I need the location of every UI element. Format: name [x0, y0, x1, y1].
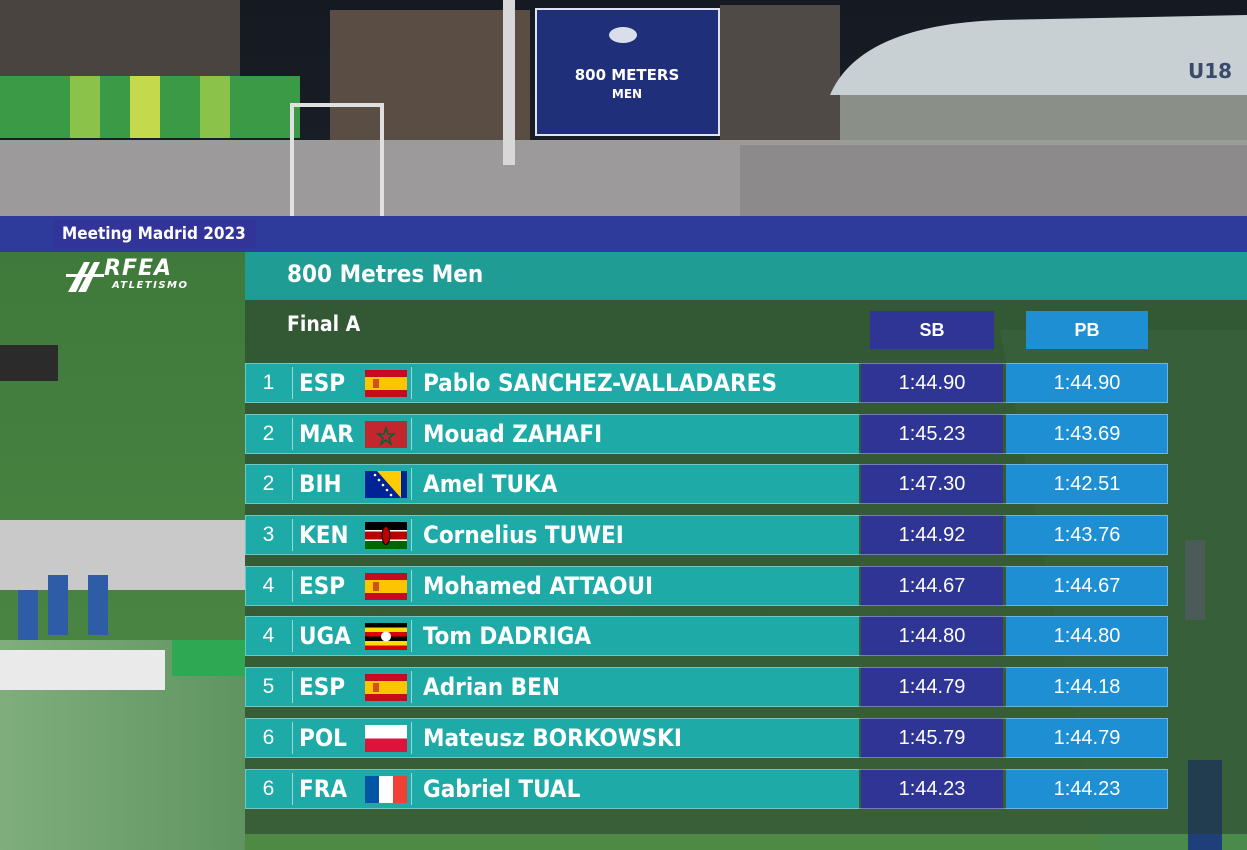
race-subtitle: Final A [287, 312, 361, 336]
rank: 6 [262, 725, 275, 749]
personal-best: 1:44.67 [1006, 565, 1168, 606]
result-row: 3 KEN Cornelius TUWEI 1:44.92 1:43.76 [245, 515, 1168, 556]
athlete-name: Pablo SANCHEZ-VALLADARES [423, 369, 777, 397]
bosnia-flag-icon [365, 471, 407, 499]
rank: 4 [262, 624, 275, 648]
personal-best: 1:44.80 [1006, 616, 1168, 657]
personal-best: 1:42.51 [1006, 464, 1168, 505]
rank: 1 [262, 371, 275, 394]
screen-line2: MEN [612, 87, 642, 101]
result-row: 2 BIH Amel TUKA 1:47.30 1:42.51 [245, 464, 1168, 505]
rank: 2 [262, 421, 275, 445]
federation-logo: RFEA ATLETISMO [66, 256, 226, 296]
rfea-logo-icon [66, 262, 104, 292]
logo-text: RFEA [104, 256, 173, 281]
result-row: 5 ESP Adrian BEN 1:44.79 1:44.18 [245, 667, 1168, 708]
season-best: 1:44.92 [861, 515, 1003, 556]
season-best: 1:44.90 [861, 363, 1003, 403]
result-row: 1 ESP Pablo SANCHEZ-VALLADARES 1:44.90 1… [245, 363, 1168, 403]
personal-best: 1:43.76 [1006, 515, 1168, 556]
spain-flag-icon [365, 674, 407, 702]
rank: 6 [262, 776, 275, 800]
season-best: 1:44.80 [861, 616, 1003, 657]
athlete-name: Amel TUKA [423, 470, 558, 499]
country-code: POL [299, 723, 347, 752]
title-bar: 800 Metres Men [245, 252, 1247, 300]
athlete-name: Cornelius TUWEI [423, 521, 624, 550]
kenya-flag-icon [365, 522, 407, 550]
athlete-name: Adrian BEN [423, 673, 560, 702]
season-best: 1:45.79 [861, 717, 1003, 758]
season-best: 1:45.23 [861, 413, 1003, 454]
logo-subtext: ATLETISMO [112, 280, 189, 291]
country-code: MAR [299, 419, 354, 448]
result-row: 2 MAR Mouad ZAHAFI 1:45.23 1:43.69 [245, 413, 1168, 454]
france-flag-icon [365, 775, 407, 803]
spain-flag-icon [365, 370, 407, 397]
poland-flag-icon [365, 724, 407, 752]
season-best: 1:44.79 [861, 667, 1003, 708]
result-row: 6 POL Mateusz BORKOWSKI 1:45.79 1:44.79 [245, 717, 1168, 758]
uganda-flag-icon [365, 623, 407, 651]
season-best: 1:47.30 [861, 464, 1003, 505]
season-best: 1:44.23 [861, 768, 1003, 809]
event-title: 800 Metres Men [287, 260, 484, 288]
country-code: ESP [299, 571, 346, 600]
athlete-name: Mouad ZAHAFI [423, 419, 603, 448]
rank: 2 [262, 472, 275, 496]
personal-best: 1:44.79 [1006, 717, 1168, 758]
athlete-name: Mohamed ATTAOUI [423, 571, 654, 600]
personal-best: 1:43.69 [1006, 413, 1168, 454]
result-row: 4 UGA Tom DADRIGA 1:44.80 1:44.80 [245, 616, 1168, 657]
pb-column-header: PB [1026, 311, 1148, 349]
morocco-flag-icon [365, 420, 407, 448]
personal-best: 1:44.90 [1006, 363, 1168, 403]
sb-column-header: SB [870, 311, 994, 349]
country-code: ESP [299, 369, 346, 397]
rank: 4 [262, 573, 275, 597]
country-code: BIH [299, 470, 342, 499]
country-code: KEN [299, 521, 349, 550]
result-row: 6 FRA Gabriel TUAL 1:44.23 1:44.23 [245, 768, 1168, 809]
athlete-name: Tom DADRIGA [423, 622, 592, 651]
country-code: FRA [299, 774, 348, 803]
event-tag: Meeting Madrid 2023 [54, 220, 256, 248]
personal-best: 1:44.18 [1006, 667, 1168, 708]
spain-flag-icon [365, 572, 407, 600]
screen-line1: 800 METERS [575, 66, 680, 84]
athlete-name: Gabriel TUAL [423, 774, 581, 803]
personal-best: 1:44.23 [1006, 768, 1168, 809]
rank: 3 [262, 523, 275, 547]
rank: 5 [262, 675, 275, 699]
result-row: 4 ESP Mohamed ATTAOUI 1:44.67 1:44.67 [245, 565, 1168, 606]
athlete-name: Mateusz BORKOWSKI [423, 723, 682, 752]
stand-sign: U18 [1188, 59, 1232, 83]
season-best: 1:44.67 [861, 565, 1003, 606]
country-code: ESP [299, 673, 346, 702]
results-list: 1 ESP Pablo SANCHEZ-VALLADARES 1:44.90 1… [245, 363, 1168, 819]
country-code: UGA [299, 622, 351, 651]
